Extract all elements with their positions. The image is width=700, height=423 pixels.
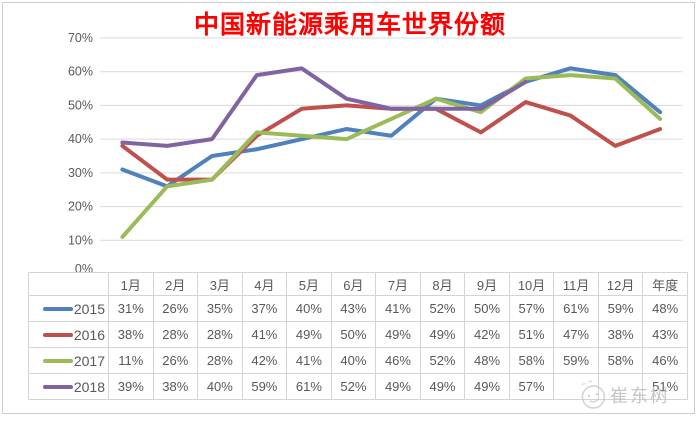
- table-cell: 49%: [286, 321, 332, 348]
- table-header-cell: 4月: [241, 272, 288, 296]
- table-cell: 38%: [108, 321, 154, 348]
- legend-label: 2016: [73, 326, 105, 343]
- legend-label: 2015: [73, 300, 105, 317]
- table-row: 2015 31% 26% 35% 37% 40% 43% 41% 52% 50% 57% 61% 59%…: [28, 295, 688, 322]
- table-cell: 26%: [152, 347, 199, 374]
- table-cell: 61%: [553, 295, 599, 322]
- table-cell: 59%: [241, 373, 288, 400]
- table-cell: 49%: [464, 373, 510, 400]
- table-cell: 52%: [330, 373, 377, 400]
- table-cell: 28%: [197, 321, 243, 348]
- table-cell: 46%: [642, 347, 688, 374]
- table-header-cell: 9月: [464, 272, 510, 296]
- y-axis-label: 20%: [68, 200, 93, 214]
- table-row: 2018 39% 38% 40% 59% 61% 52% 49% 49% 49% 57% 51%: [28, 373, 688, 400]
- table-cell: 41%: [286, 347, 332, 374]
- chart-title: 中国新能源乘用车世界份额: [193, 10, 506, 39]
- series-line-2017: [120, 73, 663, 239]
- table-cell: 31%: [108, 295, 154, 322]
- legend-cell: 2018: [28, 373, 109, 400]
- table-cell: 52%: [419, 295, 466, 322]
- legend-cell: 2017: [28, 347, 109, 374]
- data-table: 1月 2月 3月 4月 5月 6月 7月 8月 9月 10月 11月 12月 年度 2015 31% 26%…: [28, 272, 688, 400]
- table-cell: 42%: [241, 347, 288, 374]
- table-cell: [553, 373, 599, 400]
- y-axis-label: 70%: [68, 31, 93, 45]
- table-cell: 40%: [330, 347, 377, 374]
- legend-swatch-2017: [42, 358, 73, 363]
- table-cell: 49%: [419, 373, 466, 400]
- table-cell: 57%: [508, 373, 555, 400]
- table-cell: 35%: [197, 295, 243, 322]
- series-line-2015: [120, 66, 663, 189]
- table-cell: 41%: [375, 295, 421, 322]
- table-cell: 47%: [553, 321, 599, 348]
- table-cell: 28%: [197, 347, 243, 374]
- y-axis-label: 50%: [68, 98, 93, 112]
- table-cell: 38%: [597, 321, 644, 348]
- legend-swatch-2018: [42, 384, 73, 389]
- legend-swatch-2016: [42, 332, 73, 337]
- table-cell: 48%: [464, 347, 510, 374]
- table-header-cell: 年度: [642, 272, 688, 296]
- legend-swatch-2015: [42, 306, 73, 311]
- legend-cell: 2016: [28, 321, 109, 348]
- table-header-cell: 10月: [508, 272, 555, 296]
- table-cell: 58%: [508, 347, 555, 374]
- table-cell: 37%: [241, 295, 288, 322]
- table-body: 2015 31% 26% 35% 37% 40% 43% 41% 52% 50% 57% 61% 59%…: [28, 295, 688, 400]
- table-cell: 59%: [597, 295, 644, 322]
- table-cell: 48%: [642, 295, 688, 322]
- table-cell: 51%: [508, 321, 555, 348]
- table-row: 2016 38% 28% 28% 41% 49% 50% 49% 49% 42% 51% 47% 38%…: [28, 321, 688, 348]
- table-cell: 26%: [152, 295, 199, 322]
- legend-cell: 2015: [28, 295, 109, 322]
- table-header-cell: 8月: [419, 272, 466, 296]
- table-cell: 50%: [330, 321, 377, 348]
- table-header-cell: 5月: [286, 272, 332, 296]
- table-cell: 40%: [197, 373, 243, 400]
- table-header-cell: 3月: [197, 272, 243, 296]
- table-cell: 49%: [375, 373, 421, 400]
- table-cell: [597, 373, 644, 400]
- legend-label: 2017: [73, 352, 105, 369]
- table-cell: 42%: [464, 321, 510, 348]
- table-header-row: 1月 2月 3月 4月 5月 6月 7月 8月 9月 10月 11月 12月 年度: [28, 272, 688, 296]
- table-header-cell: 12月: [597, 272, 644, 296]
- table-corner-cell: [28, 272, 109, 296]
- table-cell: 40%: [286, 295, 332, 322]
- table-cell: 28%: [152, 321, 199, 348]
- table-cell: 61%: [286, 373, 332, 400]
- table-cell: 57%: [508, 295, 555, 322]
- table-cell: 43%: [330, 295, 377, 322]
- table-cell: 46%: [375, 347, 421, 374]
- table-cell: 52%: [419, 347, 466, 374]
- y-axis-label: 10%: [68, 233, 93, 247]
- table-cell: 50%: [464, 295, 510, 322]
- table-cell: 39%: [108, 373, 154, 400]
- series-line-2018: [120, 66, 528, 148]
- table-header-cell: 2月: [152, 272, 199, 296]
- y-axis-label: 30%: [68, 166, 93, 180]
- table-cell: 51%: [642, 373, 688, 400]
- table-header-cell: 1月: [108, 272, 154, 296]
- table-cell: 43%: [642, 321, 688, 348]
- table-cell: 38%: [152, 373, 199, 400]
- table-cell: 11%: [108, 347, 154, 374]
- table-cell: 41%: [241, 321, 288, 348]
- table-cell: 49%: [419, 321, 466, 348]
- table-cell: 59%: [553, 347, 599, 374]
- legend-label: 2018: [73, 378, 105, 395]
- table-header-row: 1月 2月 3月 4月 5月 6月 7月 8月 9月 10月 11月 12月 年度: [28, 272, 688, 296]
- table-row: 2017 11% 26% 28% 42% 41% 40% 46% 52% 48% 58% 59% 58%…: [28, 347, 688, 374]
- table-cell: 58%: [597, 347, 644, 374]
- table-header-cell: 11月: [553, 272, 599, 296]
- y-axis-label: 40%: [68, 132, 93, 146]
- table-cell: 49%: [375, 321, 421, 348]
- table-header-cell: 7月: [375, 272, 421, 296]
- table-header-cell: 6月: [330, 272, 377, 296]
- y-axis-label: 60%: [68, 65, 93, 79]
